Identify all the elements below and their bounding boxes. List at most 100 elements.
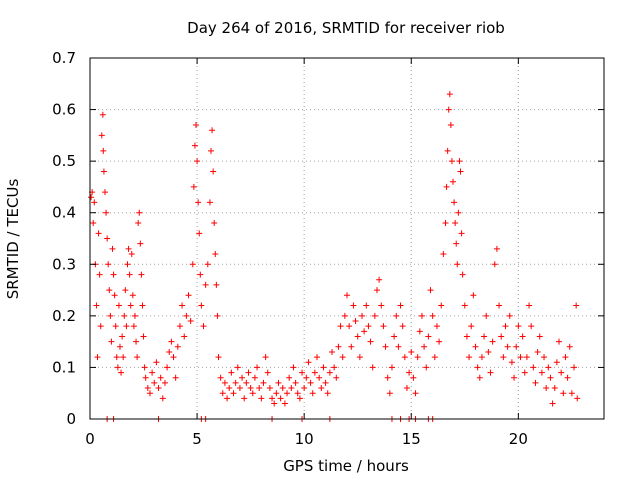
data-point [478,354,485,361]
data-point [299,369,306,376]
x-tick-label: 10 [295,430,314,448]
data-point [354,333,361,340]
data-point [534,348,541,355]
data-point [256,385,263,392]
data-point [124,261,131,268]
data-point [444,147,451,154]
data-point [142,374,149,381]
data-point [506,312,513,319]
data-point [476,374,483,381]
data-point [208,147,215,154]
data-point [101,189,108,196]
data-point [450,178,457,185]
data-point [258,395,265,402]
data-point [164,364,171,371]
data-point [543,385,550,392]
data-point [183,312,190,319]
data-point [373,287,380,294]
data-point [461,302,468,309]
data-point [491,261,498,268]
data-point [149,369,156,376]
data-point [573,302,580,309]
data-point [94,354,101,361]
data-point [141,364,148,371]
data-point [232,379,239,386]
data-point [239,374,246,381]
data-point [333,374,340,381]
data-point [423,364,430,371]
y-tick-label: 0.5 [52,152,76,170]
data-point [251,374,258,381]
data-point [113,354,120,361]
data-point [521,369,528,376]
data-point [335,343,342,350]
data-point [376,276,383,283]
data-point [541,354,548,361]
data-point [114,364,121,371]
data-point [468,323,475,330]
data-point [470,292,477,299]
data-point [126,271,133,278]
data-point [189,261,196,268]
data-point [127,302,134,309]
data-point [109,245,116,252]
data-point [301,385,308,392]
data-point [451,199,458,206]
data-point [395,343,402,350]
data-point [93,302,100,309]
chart-title: Day 264 of 2016, SRMTID for receiver rio… [187,19,505,37]
data-point [348,343,355,350]
data-point [118,369,125,376]
data-point [120,354,127,361]
data-point [352,318,359,325]
data-point [309,390,316,397]
data-point [119,333,126,340]
y-tick-label: 0 [66,410,76,428]
data-point [515,323,522,330]
y-axis-label: SRMTID / TECUs [4,179,22,300]
data-point [176,323,183,330]
data-point [110,271,117,278]
data-point [185,292,192,299]
data-point [128,250,135,257]
data-point [206,199,213,206]
data-point [202,281,209,288]
data-point [307,379,314,386]
data-point [367,338,374,345]
data-point [135,220,142,227]
data-point [447,122,454,129]
data-point [97,323,104,330]
data-point [151,379,158,386]
x-tick-label: 5 [192,430,202,448]
data-point [172,374,179,381]
data-point [277,395,284,402]
data-point [296,395,303,402]
data-point [96,271,103,278]
data-point [500,354,507,361]
data-point [574,395,581,402]
data-point [412,390,419,397]
data-point [457,168,464,175]
data-point [371,312,378,319]
data-point [523,354,530,361]
data-point [363,302,370,309]
data-point [288,385,295,392]
data-point [106,287,113,294]
data-point [275,379,282,386]
axis-ticks [89,57,604,420]
data-point [472,343,479,350]
data-point [125,245,132,252]
data-point [454,261,461,268]
data-point [538,369,545,376]
data-point [378,302,385,309]
data-point [481,333,488,340]
data-point [331,364,338,371]
data-point [560,390,567,397]
data-point [483,312,490,319]
data-point [212,250,219,257]
data-point [247,385,254,392]
data-point [166,348,173,355]
y-tick-label: 0.2 [52,307,76,325]
data-point [311,369,318,376]
data-point [429,312,436,319]
